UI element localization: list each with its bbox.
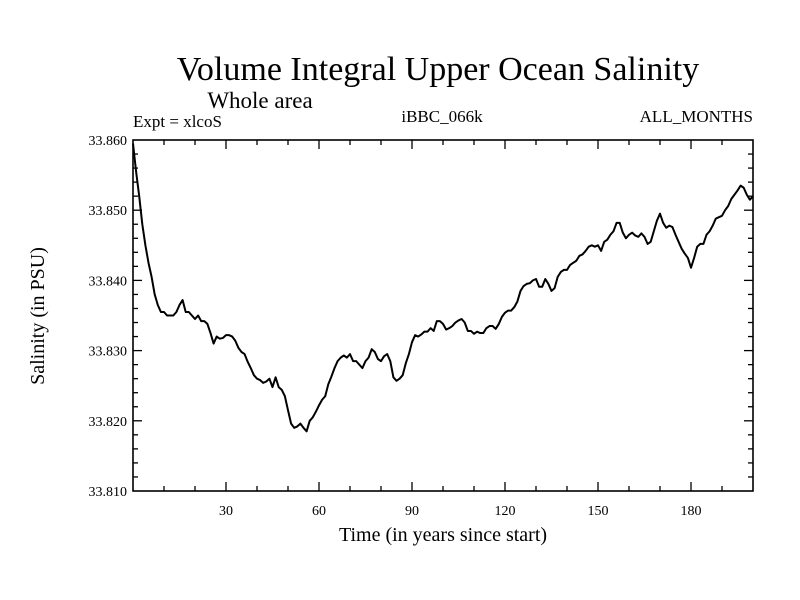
y-tick-label: 33.820 (89, 415, 128, 430)
x-tick-label: 150 (588, 504, 609, 519)
axis-ticks: 30 60 90 120 150 180 33.810 33.820 33.830 33.840 3… (89, 134, 753, 519)
run-id-label: iBBC_066k (401, 107, 483, 126)
y-axis-label: Salinity (in PSU) (27, 247, 49, 385)
y-tick-label: 33.810 (89, 485, 128, 500)
chart-subtitle: Whole area (207, 88, 312, 113)
salinity-series-line (132, 143, 754, 433)
plot-frame (132, 139, 754, 492)
x-tick-label: 30 (219, 504, 233, 519)
chart-title: Volume Integral Upper Ocean Salinity (177, 51, 699, 88)
months-label: ALL_MONTHS (640, 107, 753, 126)
x-tick-label: 60 (312, 504, 326, 519)
y-tick-label: 33.850 (89, 204, 128, 219)
x-tick-label: 180 (681, 504, 702, 519)
y-tick-label: 33.840 (89, 274, 128, 289)
experiment-label: Expt = xlcoS (133, 112, 222, 131)
x-tick-label: 90 (405, 504, 419, 519)
x-axis-label: Time (in years since start) (339, 524, 547, 546)
y-tick-label: 33.830 (89, 345, 128, 360)
y-tick-label: 33.860 (89, 134, 128, 149)
x-tick-label: 120 (495, 504, 516, 519)
